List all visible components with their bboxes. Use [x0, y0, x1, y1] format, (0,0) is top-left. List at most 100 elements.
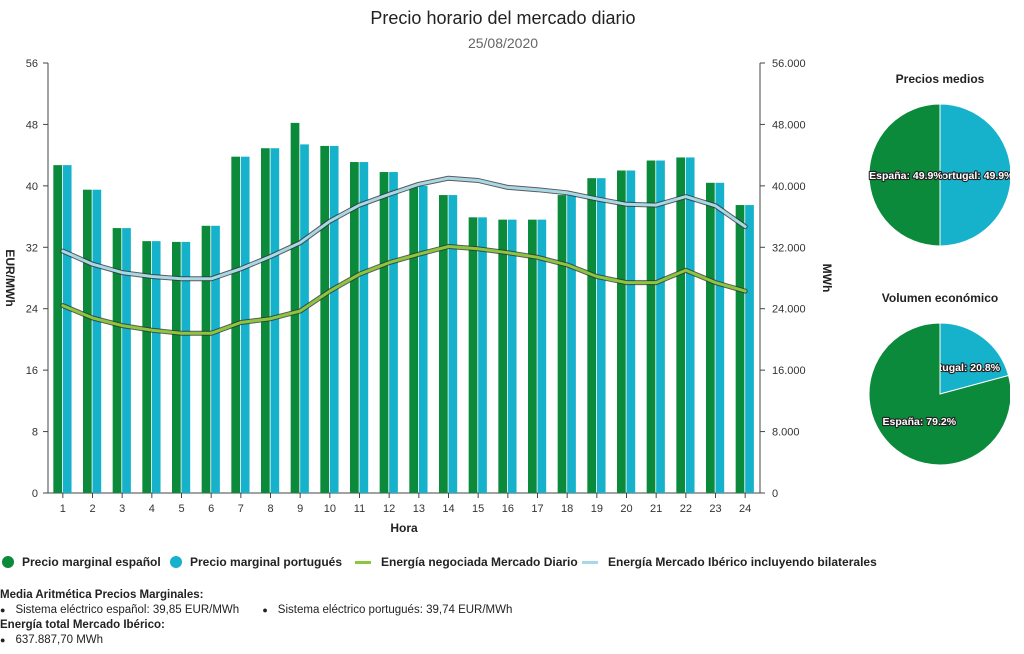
y-tick-label: 8: [32, 427, 38, 439]
bar-precio-portugues[interactable]: [596, 178, 606, 493]
bar-precio-portugues[interactable]: [211, 225, 220, 494]
bar-precio-portugues[interactable]: [151, 241, 161, 493]
pie-precios-medios-title: Precios medios: [896, 72, 985, 86]
bar-precio-espanol[interactable]: [468, 217, 478, 493]
x-tick-label: 16: [502, 503, 514, 515]
bar-precio-portugues[interactable]: [122, 228, 131, 493]
bar-precio-espanol[interactable]: [320, 145, 330, 493]
bar-precio-espanol[interactable]: [676, 157, 686, 494]
bullet-icon: ●: [0, 635, 6, 645]
x-tick-label: 23: [709, 503, 721, 515]
summary-energy-row: ● 637.887,70 MWh: [0, 633, 532, 648]
legend-item-energia-diario[interactable]: Energía negociada Mercado Diario: [355, 555, 578, 569]
bar-precio-portugues[interactable]: [715, 182, 725, 494]
bar-precio-espanol[interactable]: [587, 178, 597, 493]
legend-item-energia-iberico[interactable]: Energía Mercado Ibérico incluyendo bilat…: [582, 555, 877, 569]
y-axis-label: EUR/MWh: [3, 249, 17, 306]
legend-item-precio-portugues[interactable]: Precio marginal portugués: [170, 555, 342, 569]
y-tick-label: 16: [26, 365, 38, 377]
x-tick-label: 11: [354, 503, 365, 515]
x-tick-label: 7: [238, 503, 244, 515]
bar-precio-espanol[interactable]: [350, 162, 359, 493]
summary-prices-heading: Media Aritmética Precios Marginales:: [0, 589, 204, 601]
y-tick-label: 48: [26, 119, 38, 131]
bar-precio-portugues[interactable]: [507, 219, 517, 493]
y2-axis-label: MWh: [820, 264, 834, 293]
bar-precio-espanol[interactable]: [646, 160, 656, 493]
y2-tick-label: 8.000: [772, 427, 800, 439]
line-energia-diario[interactable]: [61, 245, 747, 335]
y-tick-label: 0: [32, 488, 38, 500]
bar-precio-espanol[interactable]: [617, 170, 626, 494]
bar-precio-espanol[interactable]: [83, 189, 92, 494]
bar-precio-portugues[interactable]: [62, 165, 72, 493]
x-axis-label: Hora: [390, 521, 418, 535]
y2-tick-label: 56.000: [772, 58, 806, 70]
x-tick-label: 1: [60, 503, 66, 515]
pie-volumen-economico-slice-espana[interactable]: [868, 322, 1012, 466]
bar-precio-portugues[interactable]: [359, 162, 369, 493]
x-tick-label: 6: [208, 503, 214, 515]
pie-volumen-economico-slice-portugal[interactable]: [939, 322, 1010, 395]
bar-precio-espanol[interactable]: [498, 219, 508, 493]
bar-precio-portugues[interactable]: [626, 170, 636, 494]
x-tick-label: 2: [89, 503, 95, 515]
bar-precio-espanol[interactable]: [53, 165, 63, 493]
bar-precio-espanol[interactable]: [735, 205, 745, 493]
bar-precio-espanol[interactable]: [112, 228, 122, 493]
pie-precios-medios-label-portugal: Portugal: 49.9%: [935, 170, 1010, 182]
pie-precios-medios-label-espana: España: 49.9%: [869, 170, 943, 182]
pie-precios-medios-slice-espana[interactable]: [868, 103, 941, 247]
bullet-icon: ●: [262, 605, 268, 615]
summary-block: Media Aritmética Precios Marginales: ● Si…: [0, 588, 532, 648]
bar-precio-portugues[interactable]: [181, 241, 191, 493]
bar-precio-portugues[interactable]: [656, 160, 665, 493]
y-tick-label: 24: [26, 304, 38, 316]
bar-precio-espanol[interactable]: [557, 195, 567, 494]
legend-item-precio-espanol[interactable]: Precio marginal español: [2, 555, 161, 569]
bar-precio-portugues[interactable]: [240, 156, 250, 493]
line-energia-iberico-outline: [60, 175, 748, 282]
bar-precio-espanol[interactable]: [142, 241, 152, 493]
x-tick-label: 24: [739, 503, 751, 515]
bar-precio-espanol[interactable]: [528, 219, 537, 493]
legend-label-energia-diario: Energía negociada Mercado Diario: [381, 555, 578, 569]
summary-energy-total: 637.887,70 MWh: [15, 634, 104, 646]
bar-precio-portugues[interactable]: [448, 195, 458, 494]
bar-precio-espanol[interactable]: [409, 185, 419, 493]
legend-marker-espanol: [2, 556, 14, 568]
bar-precio-portugues[interactable]: [270, 148, 280, 493]
bar-precio-portugues[interactable]: [745, 205, 754, 493]
chart-legend: Precio marginal español Precio marginal …: [0, 551, 1024, 575]
bar-precio-portugues[interactable]: [389, 172, 398, 494]
bar-precio-espanol[interactable]: [172, 241, 181, 493]
legend-label-portugues: Precio marginal portugués: [190, 555, 343, 569]
x-tick-label: 21: [650, 503, 662, 515]
bar-precio-portugues[interactable]: [478, 217, 487, 493]
bar-precio-portugues[interactable]: [418, 185, 428, 493]
y-tick-label: 40: [26, 181, 38, 193]
legend-marker-energia-iberico: [582, 560, 598, 564]
bar-precio-espanol[interactable]: [290, 122, 300, 494]
summary-energy-heading: Energía total Mercado Ibérico:: [0, 619, 165, 631]
line-energia-iberico[interactable]: [61, 176, 747, 281]
bar-precio-espanol[interactable]: [201, 225, 211, 494]
bar-precio-portugues[interactable]: [537, 219, 547, 493]
bar-precio-portugues[interactable]: [685, 157, 695, 494]
x-tick-label: 14: [442, 503, 454, 515]
pie-volumen-economico-label-portugal: Portugal: 20.8%: [921, 362, 1000, 374]
summary-price-es: Sistema eléctrico español: 39,85 EUR/MWh: [15, 604, 240, 616]
bar-precio-espanol[interactable]: [706, 182, 715, 494]
y2-tick-label: 16.000: [772, 365, 806, 377]
bar-precio-portugues[interactable]: [567, 195, 576, 494]
bar-precio-portugues[interactable]: [300, 144, 309, 493]
bar-precio-espanol[interactable]: [439, 195, 448, 494]
bar-precio-espanol[interactable]: [379, 172, 389, 494]
legend-label-espanol: Precio marginal español: [22, 555, 161, 569]
bar-precio-portugues[interactable]: [92, 189, 102, 494]
x-tick-label: 3: [119, 503, 125, 515]
bar-precio-portugues[interactable]: [329, 145, 339, 493]
chart-title: Precio horario del mercado diario: [370, 8, 635, 28]
x-tick-label: 5: [178, 503, 184, 515]
x-tick-label: 22: [680, 503, 692, 515]
